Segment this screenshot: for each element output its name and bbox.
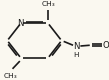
Text: CH₃: CH₃	[41, 1, 55, 7]
Text: N: N	[18, 19, 24, 28]
Text: H: H	[73, 52, 79, 58]
Text: CH₃: CH₃	[4, 73, 17, 79]
Text: N: N	[73, 42, 79, 51]
Text: O: O	[103, 41, 109, 50]
